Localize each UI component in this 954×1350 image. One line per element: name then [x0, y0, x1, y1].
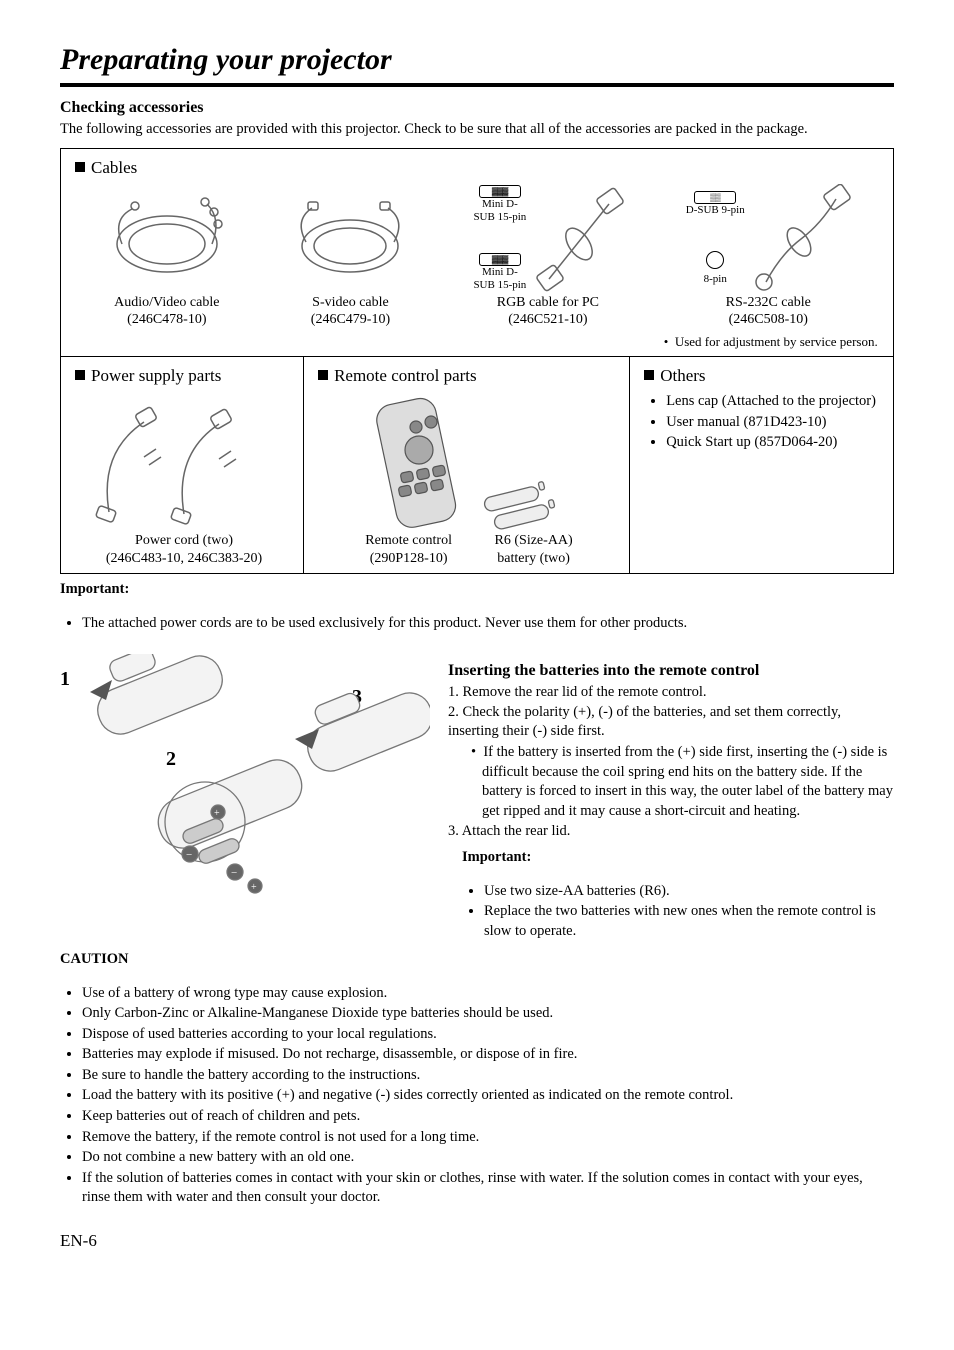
av-part: (246C478-10)	[127, 312, 206, 327]
page-title: Preparating your projector	[60, 40, 894, 87]
others-item: Lens cap (Attached to the projector)	[666, 392, 883, 412]
important2-item: Use two size-AA batteries (R6).	[484, 882, 894, 902]
caution-item: Keep batteries out of reach of children …	[82, 1107, 894, 1127]
important2-heading: Important:	[462, 848, 894, 868]
important-cords-text: The attached power cords are to be used …	[82, 614, 894, 634]
rgb-cable-icon	[534, 184, 624, 294]
caution-list: Use of a battery of wrong type may cause…	[60, 984, 894, 1208]
svg-text:−: −	[186, 849, 192, 861]
battery-figure: 1 2 3 − − + +	[60, 654, 430, 924]
page-number: EN-6	[60, 1230, 894, 1253]
power-label: Power supply parts	[91, 366, 221, 385]
battery-caption: R6 (Size-AA) battery (two)	[484, 532, 584, 567]
svg-text:+: +	[214, 808, 220, 819]
power-part: (246C483-10, 246C383-20)	[106, 551, 262, 566]
caution-item: Dispose of used batteries according to y…	[82, 1025, 894, 1045]
step-2-sub: • If the battery is inserted from the (+…	[448, 743, 894, 821]
rs232-pin-labels: ▒▒ D-SUB 9-pin 8-pin	[686, 191, 745, 287]
caution-item: Be sure to handle the battery according …	[82, 1066, 894, 1086]
rgb-label-b: Mini D-SUB 15-pin	[472, 266, 528, 292]
remote-control-icon	[371, 392, 466, 532]
rgb-pin-labels: ▓▓▓ Mini D-SUB 15-pin ▓▓▓ Mini D-SUB 15-…	[472, 185, 528, 293]
others-item: User manual (871D423-10)	[666, 413, 883, 433]
power-cord-icon	[75, 392, 293, 532]
svg-text:−: −	[231, 867, 237, 879]
rs-name: RS-232C cable	[726, 295, 811, 310]
accessories-box: Cables Audio/Video cable (246C478-10)	[60, 148, 894, 574]
av-cable-caption: Audio/Video cable (246C478-10)	[75, 294, 259, 329]
cables-label: Cables	[91, 158, 137, 177]
checking-heading: Checking accessories	[60, 97, 894, 119]
power-caption: Power cord (two) (246C483-10, 246C383-20…	[75, 532, 293, 567]
rs232-caption: RS-232C cable (246C508-10)	[653, 294, 883, 329]
important-heading: Important:	[60, 580, 894, 600]
rs232-label-a: D-SUB 9-pin	[686, 204, 745, 216]
caution-item: If the solution of batteries comes in co…	[82, 1169, 894, 1208]
cables-category: Cables	[75, 157, 883, 180]
svg-text:+: +	[251, 882, 257, 893]
caution-item: Use of a battery of wrong type may cause…	[82, 984, 894, 1004]
av-name: Audio/Video cable	[114, 295, 219, 310]
caution-item: Do not combine a new battery with an old…	[82, 1148, 894, 1168]
rs232-note: • Used for adjustment by service person.	[653, 333, 883, 351]
rgb-part: (246C521-10)	[508, 312, 587, 327]
caution-item: Load the battery with its positive (+) a…	[82, 1086, 894, 1106]
av-cable-icon	[75, 184, 259, 294]
dsub-connector-icon: ▓▓▓	[479, 253, 521, 267]
remote-category: Remote control parts	[318, 365, 619, 388]
step-1: 1. Remove the rear lid of the remote con…	[448, 683, 894, 703]
caution-item: Batteries may explode if misused. Do not…	[82, 1045, 894, 1065]
rgb-label-a: Mini D-SUB 15-pin	[472, 198, 528, 224]
important2-item: Replace the two batteries with new ones …	[484, 902, 894, 941]
bat-name: R6 (Size-AA) battery (two)	[495, 533, 573, 566]
step-2: 2. Check the polarity (+), (-) of the ba…	[448, 703, 894, 742]
din8-connector-icon	[706, 251, 724, 269]
others-label: Others	[660, 366, 705, 385]
dsub9-connector-icon: ▒▒	[694, 191, 736, 205]
step-3: 3. Attach the rear lid.	[448, 822, 894, 842]
dsub-connector-icon: ▓▓▓	[479, 185, 521, 199]
svideo-cable-icon	[259, 184, 443, 294]
caution-item: Only Carbon-Zinc or Alkaline-Manganese D…	[82, 1004, 894, 1024]
rc-part: (290P128-10)	[370, 551, 448, 566]
power-name: Power cord (two)	[135, 533, 233, 548]
remote-caption: Remote control (290P128-10)	[354, 532, 464, 567]
others-list: Lens cap (Attached to the projector) Use…	[644, 392, 883, 453]
others-item: Quick Start up (857D064-20)	[666, 433, 883, 453]
rc-name: Remote control	[365, 533, 452, 548]
caution-item: Remove the battery, if the remote contro…	[82, 1128, 894, 1148]
sv-name: S-video cable	[312, 295, 389, 310]
rs-part: (246C508-10)	[729, 312, 808, 327]
insert-heading: Inserting the batteries into the remote …	[448, 660, 894, 682]
sv-part: (246C479-10)	[311, 312, 390, 327]
power-category: Power supply parts	[75, 365, 293, 388]
caution-heading: CAUTION	[60, 950, 894, 970]
others-category: Others	[644, 365, 883, 388]
battery-icon	[476, 472, 566, 532]
intro-text: The following accessories are provided w…	[60, 120, 894, 140]
svideo-caption: S-video cable (246C479-10)	[259, 294, 443, 329]
remote-label: Remote control parts	[334, 366, 477, 385]
rs232-label-b: 8-pin	[704, 273, 727, 285]
rgb-name: RGB cable for PC	[497, 295, 599, 310]
rs232-cable-icon	[751, 184, 851, 294]
rgb-caption: RGB cable for PC (246C521-10)	[442, 294, 653, 329]
